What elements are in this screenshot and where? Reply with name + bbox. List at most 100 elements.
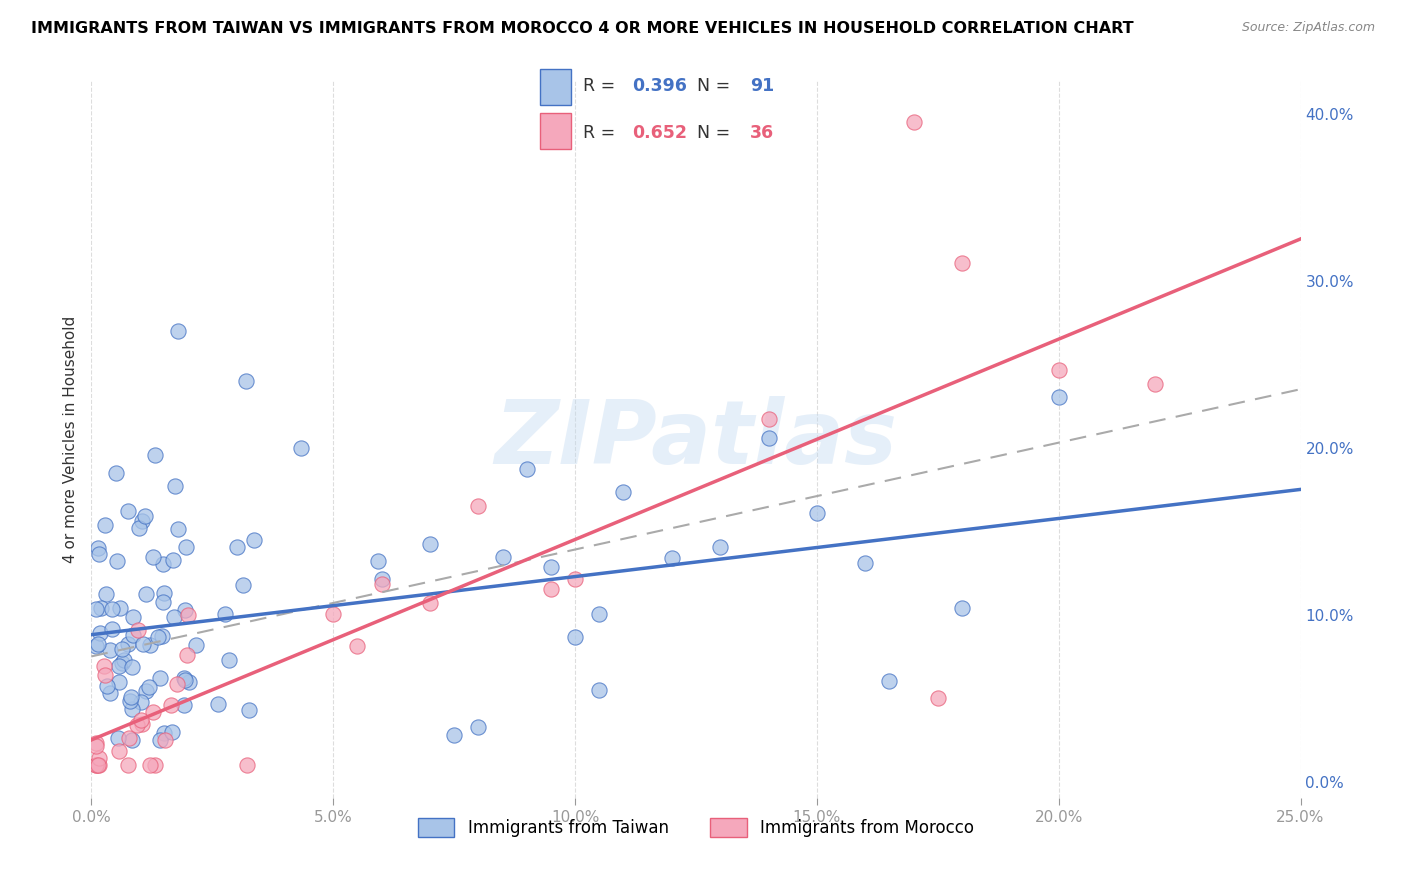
Immigrants from Taiwan [152,595,174,609]
Immigrants from Morocco [758,412,780,426]
Immigrants from Morocco [84,758,107,772]
Immigrants from Taiwan [163,610,186,624]
Immigrants from Taiwan [290,441,312,455]
Immigrants from Taiwan [100,601,122,615]
Immigrants from Taiwan [153,726,176,740]
Immigrants from Taiwan [122,628,145,642]
Immigrants from Taiwan [135,586,157,600]
Immigrants from Taiwan [443,728,465,742]
Immigrants from Taiwan [238,703,260,717]
Text: 0.652: 0.652 [633,124,688,142]
Bar [540,69,571,104]
Immigrants from Taiwan [1047,390,1070,404]
Immigrants from Taiwan [165,479,187,493]
Immigrants from Morocco [131,717,153,731]
Immigrants from Taiwan [661,550,683,565]
Legend: Immigrants from Taiwan, Immigrants from Morocco: Immigrants from Taiwan, Immigrants from … [411,812,981,844]
Immigrants from Taiwan [806,507,828,521]
Immigrants from Taiwan [173,671,195,685]
Y-axis label: 4 or more Vehicles in Household: 4 or more Vehicles in Household [62,316,77,563]
Immigrants from Morocco [142,706,165,720]
Immigrants from Taiwan [184,639,207,653]
Immigrants from Taiwan [612,485,634,500]
Immigrants from Taiwan [104,467,127,481]
Immigrants from Morocco [1144,377,1167,392]
Immigrants from Morocco [117,758,139,772]
Immigrants from Taiwan [98,686,121,700]
Text: 91: 91 [749,78,775,95]
Immigrants from Morocco [467,499,489,513]
Immigrants from Taiwan [588,682,610,697]
Immigrants from Taiwan [87,541,110,555]
Immigrants from Taiwan [148,630,170,644]
Immigrants from Morocco [84,736,107,750]
Immigrants from Taiwan [467,720,489,734]
Immigrants from Taiwan [96,680,118,694]
Immigrants from Morocco [139,758,162,772]
Immigrants from Taiwan [162,553,184,567]
Immigrants from Taiwan [121,610,143,624]
Immigrants from Taiwan [135,684,157,698]
Immigrants from Taiwan [121,659,143,673]
Immigrants from Taiwan [370,572,392,586]
Immigrants from Taiwan [94,587,117,601]
Immigrants from Taiwan [94,517,117,532]
Immigrants from Morocco [129,713,152,727]
Text: ZIPatlas: ZIPatlas [495,396,897,483]
Immigrants from Taiwan [105,554,128,568]
Immigrants from Taiwan [174,541,197,555]
Immigrants from Taiwan [167,324,190,338]
Immigrants from Morocco [84,739,107,753]
Immigrants from Morocco [159,698,181,713]
Immigrants from Taiwan [214,607,236,621]
Immigrants from Taiwan [950,600,973,615]
Immigrants from Morocco [903,115,925,129]
Immigrants from Morocco [93,659,115,673]
Immigrants from Taiwan [112,653,135,667]
Immigrants from Taiwan [86,637,108,651]
Immigrants from Taiwan [129,695,152,709]
Immigrants from Taiwan [84,601,107,615]
Immigrants from Taiwan [98,643,121,657]
Text: R =: R = [583,78,620,95]
Immigrants from Taiwan [160,724,183,739]
Immigrants from Taiwan [564,630,586,644]
Immigrants from Taiwan [138,680,160,694]
Text: N =: N = [697,78,737,95]
Immigrants from Morocco [108,744,131,758]
Immigrants from Taiwan [101,622,124,636]
Immigrants from Taiwan [108,601,131,615]
Text: 0.396: 0.396 [633,78,688,95]
Immigrants from Taiwan [879,674,901,689]
Text: Source: ZipAtlas.com: Source: ZipAtlas.com [1241,21,1375,34]
Immigrants from Taiwan [207,698,229,712]
Immigrants from Taiwan [177,675,200,690]
Immigrants from Morocco [1047,362,1070,376]
Immigrants from Taiwan [120,690,142,704]
Text: R =: R = [583,124,620,142]
Immigrants from Taiwan [853,556,876,570]
Immigrants from Taiwan [111,656,134,670]
Immigrants from Taiwan [243,533,266,547]
Immigrants from Taiwan [588,607,610,622]
Immigrants from Taiwan [152,586,174,600]
Immigrants from Taiwan [120,694,142,708]
Immigrants from Morocco [125,717,148,731]
Immigrants from Taiwan [138,638,160,652]
Immigrants from Morocco [153,733,176,747]
Immigrants from Morocco [117,731,139,746]
Immigrants from Morocco [145,758,167,772]
Immigrants from Taiwan [709,540,731,554]
Immigrants from Taiwan [419,537,441,551]
Immigrants from Morocco [87,758,110,772]
Immigrants from Taiwan [226,540,249,554]
Immigrants from Taiwan [90,601,112,615]
Immigrants from Taiwan [235,374,257,388]
Immigrants from Taiwan [131,514,153,528]
Immigrants from Taiwan [167,522,190,536]
Immigrants from Taiwan [516,462,538,476]
Immigrants from Taiwan [173,673,195,688]
Immigrants from Taiwan [121,701,143,715]
Bar [540,113,571,149]
Immigrants from Taiwan [174,603,197,617]
